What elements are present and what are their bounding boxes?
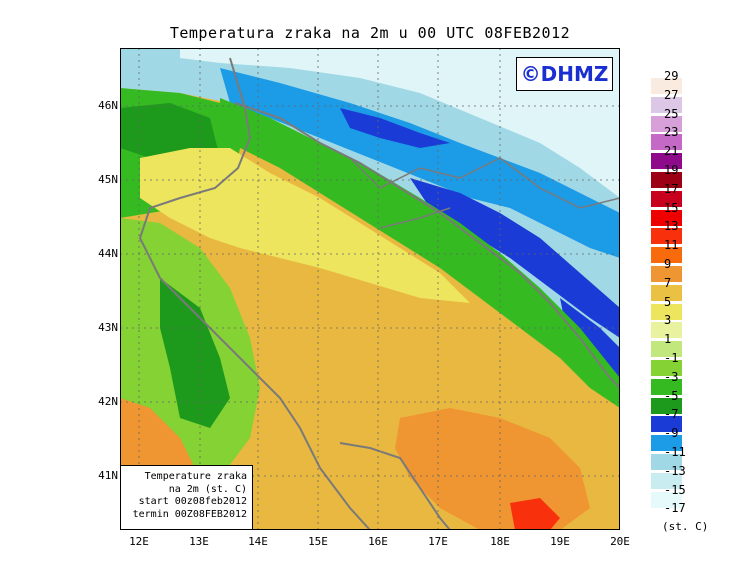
legend-label: 11	[664, 238, 679, 253]
map-title: Temperatura zraka na 2m u 00 UTC 08FEB20…	[169, 24, 571, 42]
legend-swatch	[651, 78, 682, 94]
lat-label: 41N	[98, 469, 118, 482]
legend-swatch	[651, 360, 682, 376]
legend-label: 27	[664, 87, 679, 102]
legend-label: 13	[664, 219, 679, 234]
info-line-3: start 00z08feb2012	[138, 496, 247, 507]
legend-label: 5	[664, 294, 672, 309]
legend-swatch	[651, 322, 682, 339]
legend-swatch	[651, 209, 682, 226]
lon-label: 18E	[490, 535, 510, 548]
lon-label: 19E	[550, 535, 570, 548]
lon-label: 12E	[129, 535, 149, 548]
legend-label: 7	[664, 275, 672, 290]
legend-label: 15	[664, 200, 679, 215]
lat-label: 44N	[98, 247, 118, 260]
legend-swatch	[651, 172, 682, 188]
cold-interior-field	[120, 48, 620, 378]
legend-swatch	[651, 341, 682, 358]
info-line-2: na 2m (st. C)	[168, 483, 247, 495]
legend-label: -17	[664, 501, 686, 516]
legend-label: 3	[664, 313, 672, 328]
dhmz-logo: ©DHMZ	[516, 57, 613, 91]
legend-label: -11	[664, 445, 686, 459]
legend-label: 25	[664, 106, 679, 121]
lat-label: 42N	[98, 395, 118, 408]
legend-swatch	[651, 397, 682, 414]
legend-swatch	[651, 134, 682, 151]
legend-label: 1	[664, 332, 672, 347]
legend-swatch	[651, 435, 682, 452]
legend-swatch	[651, 266, 682, 282]
legend-label: -3	[664, 369, 679, 384]
lat-label: 45N	[98, 173, 118, 186]
lon-label: 14E	[248, 535, 268, 548]
info-line-1: Temperature zraka	[144, 471, 247, 482]
mild-field	[140, 148, 470, 303]
legend-swatch	[651, 416, 682, 433]
legend-label: -5	[664, 388, 679, 403]
legend-swatch	[651, 115, 682, 132]
legend-label: 17	[664, 181, 679, 196]
coastal-green-band	[220, 98, 620, 408]
legend-label: 29	[664, 69, 679, 83]
legend-label: -9	[664, 426, 679, 441]
legend-swatch	[651, 378, 682, 395]
legend-swatch	[651, 153, 682, 170]
info-box: Temperature zraka na 2m (st. C) start 00…	[120, 465, 253, 530]
legend-swatch	[651, 247, 682, 264]
legend-swatch	[651, 96, 682, 113]
lon-label: 15E	[308, 535, 328, 548]
legend-label: 9	[664, 257, 672, 271]
legend-swatch	[651, 491, 682, 508]
temperature-map	[120, 48, 620, 530]
lon-label: 20E	[610, 535, 630, 548]
legend-label: 19	[664, 163, 679, 177]
legend-swatch	[651, 303, 682, 320]
legend-label: -15	[664, 482, 686, 497]
lon-label: 17E	[428, 535, 448, 548]
legend-label: -7	[664, 407, 679, 422]
cold-band	[220, 68, 620, 258]
legend-label: -1	[664, 351, 679, 365]
legend-label: 23	[664, 125, 679, 140]
lon-label: 13E	[189, 535, 209, 548]
legend-label: -13	[664, 463, 686, 478]
info-line-4: termin 00Z08FEB2012	[132, 508, 247, 520]
legend-label: 21	[664, 144, 679, 159]
coastline	[138, 57, 371, 530]
lon-label: 16E	[368, 535, 388, 548]
legend-swatch	[651, 284, 682, 301]
legend-swatch	[651, 454, 682, 470]
lat-label: 46N	[98, 99, 118, 112]
legend-swatch	[651, 228, 682, 245]
legend-swatch	[651, 472, 682, 489]
legend-swatch	[651, 190, 682, 207]
lat-label: 43N	[98, 321, 118, 334]
legend-unit: (st. C)	[662, 520, 709, 533]
